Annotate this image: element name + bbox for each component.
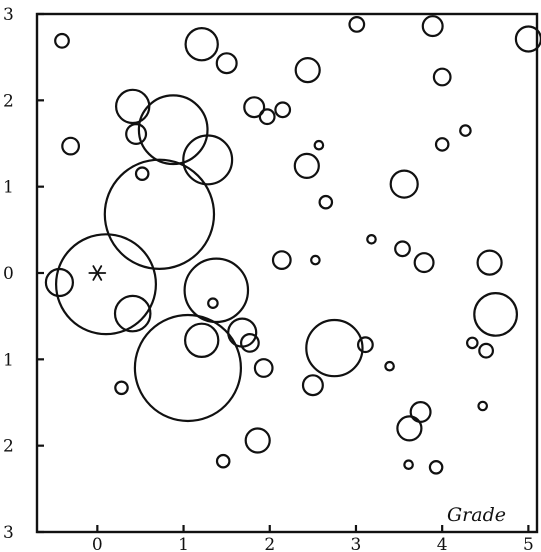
bubble-point xyxy=(318,194,334,210)
bubble-point xyxy=(239,333,260,353)
bubble-point xyxy=(348,15,366,33)
bubble-point xyxy=(243,96,266,119)
plot-frame xyxy=(35,12,539,534)
bubble-point xyxy=(459,124,472,137)
grade-annotation: Grade xyxy=(447,504,506,526)
bubble-point xyxy=(313,139,325,151)
bubble-point xyxy=(215,52,238,75)
bubble-point xyxy=(413,252,435,274)
bubble-point xyxy=(478,342,495,359)
x-tick-label: 4 xyxy=(437,535,448,552)
bubble-point xyxy=(301,374,324,397)
y-tick-label: 2 xyxy=(3,437,14,457)
bubble-point xyxy=(310,254,321,266)
bubble-point xyxy=(403,459,414,470)
bubble-point xyxy=(244,427,271,454)
bubble-point xyxy=(293,152,320,179)
bubble-point xyxy=(182,134,234,186)
bubble-point xyxy=(54,233,158,336)
x-tick-label: 0 xyxy=(92,535,103,552)
bubble-point xyxy=(183,257,250,324)
bubble-series xyxy=(44,15,541,475)
bubble-point xyxy=(113,294,152,333)
y-axis: 3 2 1 0 1 2 3 xyxy=(3,5,44,543)
bubble-point xyxy=(215,453,231,469)
bubble-point xyxy=(44,267,75,298)
star-stroke xyxy=(92,265,103,281)
bubble-point xyxy=(61,136,80,156)
bubble-point xyxy=(125,122,148,145)
bubble-point xyxy=(465,336,479,350)
bubble-point xyxy=(476,249,503,276)
x-tick-label: 1 xyxy=(178,535,189,552)
bubble-point xyxy=(134,166,150,181)
bubble-point xyxy=(114,380,129,396)
y-tick-label: 3 xyxy=(3,5,14,25)
bubble-point xyxy=(396,415,423,442)
bubble-point xyxy=(253,358,274,378)
bubble-point xyxy=(432,67,452,87)
bubble-point xyxy=(54,32,70,49)
bubble-point xyxy=(421,15,444,38)
bubble-point xyxy=(184,27,219,62)
bubble-point xyxy=(183,322,220,358)
bubble-point xyxy=(258,108,276,126)
bubble-point xyxy=(394,240,411,258)
bubble-point xyxy=(384,360,395,372)
y-tick-label: 1 xyxy=(3,178,14,198)
bubble-point xyxy=(294,56,321,84)
y-tick-label: 1 xyxy=(3,350,14,370)
reference-star-marker xyxy=(88,265,107,281)
bubble-point xyxy=(305,318,364,378)
bubble-point xyxy=(207,297,219,309)
bubble-point xyxy=(137,94,209,166)
bubble-point xyxy=(389,169,419,199)
x-tick-label: 3 xyxy=(351,535,362,552)
bubble-point xyxy=(434,137,450,152)
bubble-point xyxy=(428,459,444,475)
bubble-point xyxy=(357,336,374,354)
x-axis: 0 1 2 3 4 5 xyxy=(92,525,534,552)
bubble-point xyxy=(477,400,488,412)
y-tick-label: 0 xyxy=(3,264,14,284)
bubble-point xyxy=(366,234,377,245)
bubble-point xyxy=(114,88,151,125)
x-tick-label: 2 xyxy=(264,535,275,552)
bubble-point xyxy=(133,313,242,423)
bubble-point xyxy=(274,101,292,119)
bubble-point xyxy=(103,158,216,271)
y-tick-label: 3 xyxy=(3,523,14,543)
y-tick-label: 2 xyxy=(3,91,14,111)
bubble-point xyxy=(473,292,519,337)
bubble-point xyxy=(409,401,432,424)
x-tick-label: 5 xyxy=(523,535,534,552)
bubble-point xyxy=(271,250,292,271)
